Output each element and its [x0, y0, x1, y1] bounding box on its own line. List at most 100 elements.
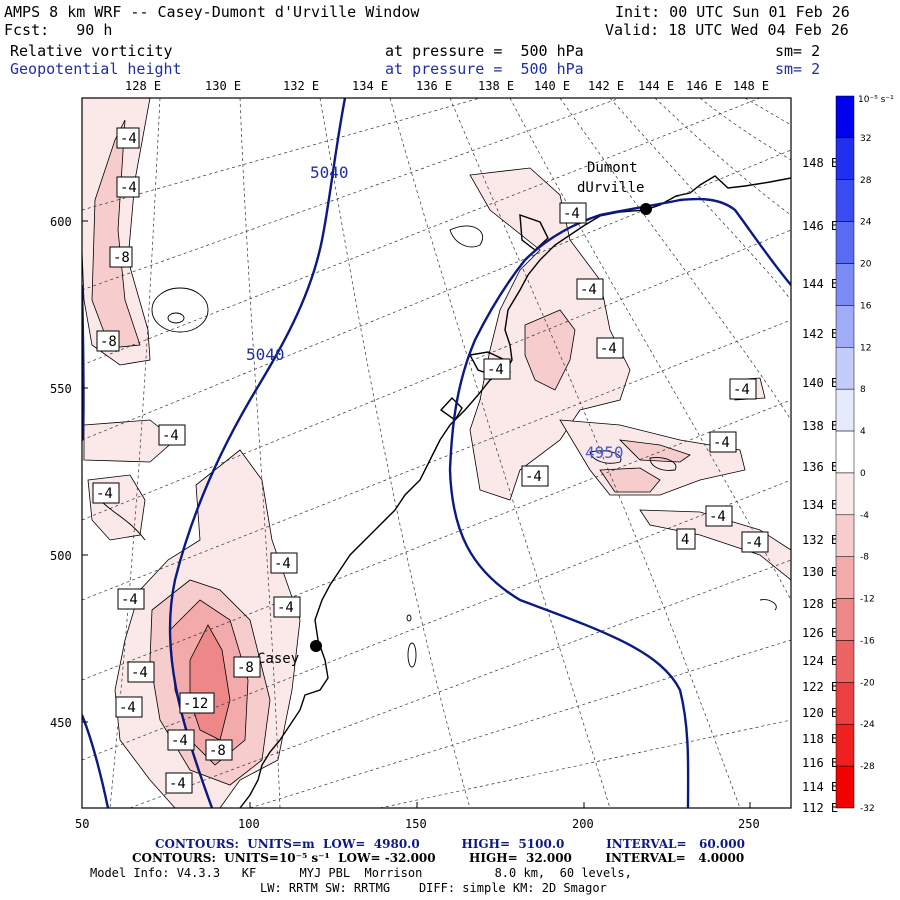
vort-label: -4 — [277, 600, 294, 616]
lon-label: 146 E — [686, 79, 722, 93]
vort-label: -4 — [745, 535, 762, 551]
lon-label: 130 E — [205, 79, 241, 93]
x-tick-label: 50 — [75, 817, 89, 831]
top-longitude-labels: 128 E 130 E 132 E 134 E 136 E 138 E 140 … — [125, 79, 769, 93]
field1-smoothing: sm= 2 — [775, 42, 821, 60]
forecast-hour: Fcst: 90 h — [4, 21, 113, 39]
colorbar-swatch — [835, 263, 855, 306]
field2-smoothing: sm= 2 — [775, 60, 821, 78]
edge-label: 136 E — [802, 460, 838, 474]
model-info: Model Info: V4.3.3 KF MYJ PBL Morrison 8… — [90, 866, 632, 880]
colorbar-swatch — [835, 640, 855, 683]
lon-label: 128 E — [125, 79, 161, 93]
colorbar-swatch — [835, 221, 855, 264]
lon-label: 148 E — [733, 79, 769, 93]
map-title: AMPS 8 km WRF -- Casey-Dumont d'Urville … — [4, 3, 420, 21]
vorticity-labels: -4 -4 -8 -8 -4 -4 -4 -8 -12 -8 -4 -4 -4 … — [92, 127, 769, 794]
colorbar-swatch — [835, 305, 855, 348]
edge-label: 122 E — [802, 680, 838, 694]
vort-label: -4 — [487, 362, 504, 378]
edge-label: 144 E — [802, 277, 838, 291]
colorbar-swatch — [835, 179, 855, 222]
vort-label: -8 — [237, 660, 254, 676]
colorbar-swatch — [835, 95, 855, 139]
dumont-durville-station — [640, 203, 652, 215]
edge-label: 114 E — [802, 780, 838, 794]
lon-label: 136 E — [416, 79, 452, 93]
x-tick-label: 200 — [572, 817, 594, 831]
edge-label: 120 E — [802, 706, 838, 720]
y-tick-label: 550 — [50, 382, 72, 396]
colorbar-swatch — [835, 388, 855, 432]
vort-label: 4 — [681, 532, 689, 548]
vorticity-colorbar: 10⁻⁵ s⁻¹ 32 28 24 20 16 12 8 4 0 -4 -8 -12 -16 -20 -24… — [835, 95, 894, 814]
field2-name: Geopotential height — [10, 60, 182, 78]
x-tick-label: 150 — [405, 817, 427, 831]
colorbar-tick-label: 16 — [860, 301, 872, 311]
x-tick-label: 250 — [738, 817, 760, 831]
colorbar-swatch — [835, 556, 855, 599]
vort-label: -4 — [96, 486, 113, 502]
y-tick-label: 450 — [50, 716, 72, 730]
height-contour-info: CONTOURS: UNITS=m LOW= 4980.0 HIGH= 5100… — [155, 837, 745, 851]
vort-label: -8 — [100, 334, 117, 350]
casey-station — [310, 640, 322, 652]
y-tick-label: 500 — [50, 549, 72, 563]
field1-name: Relative vorticity — [10, 42, 173, 60]
vort-label: -4 — [120, 180, 137, 196]
lon-label: 144 E — [638, 79, 674, 93]
vort-label: -4 — [120, 131, 137, 147]
colorbar-tick-label: -8 — [860, 553, 869, 563]
vort-label: -4 — [709, 509, 726, 525]
edge-label: 138 E — [802, 419, 838, 433]
vort-label: -4 — [131, 665, 148, 681]
station-label-casey: Casey — [257, 651, 299, 667]
station-label-dumont: Dumont — [587, 160, 638, 176]
edge-label: 146 E — [802, 219, 838, 233]
colorbar-tick-label: -20 — [860, 678, 875, 688]
colorbar-tick-label: -16 — [860, 636, 875, 646]
colorbar-tick-label: -12 — [860, 595, 875, 605]
colorbar-tick-label: 8 — [860, 385, 866, 395]
vort-label: -4 — [171, 733, 188, 749]
colorbar-tick-label: 32 — [860, 134, 871, 144]
colorbar-swatch — [835, 472, 855, 516]
colorbar-swatch — [835, 347, 855, 390]
vort-label: -4 — [121, 592, 138, 608]
vort-label: -4 — [713, 435, 730, 451]
edge-label: 142 E — [802, 327, 838, 341]
plot-frame — [81, 97, 792, 809]
height-label: 4950 — [585, 443, 624, 462]
colorbar-tick-label: -28 — [860, 762, 875, 772]
edge-label: 128 E — [802, 597, 838, 611]
edge-label: 148 E — [802, 156, 838, 170]
vort-label: -4 — [119, 700, 136, 716]
edge-label: 134 E — [802, 498, 838, 512]
edge-label: 118 E — [802, 732, 838, 746]
field1-level: at pressure = 500 hPa — [385, 42, 584, 60]
height-label: 5040 — [310, 163, 349, 182]
colorbar-swatch — [835, 430, 855, 474]
vort-label: -4 — [733, 382, 750, 398]
vort-label: -4 — [525, 469, 542, 485]
colorbar-unit-label: 10⁻⁵ s⁻¹ — [858, 95, 894, 105]
edge-label: 130 E — [802, 565, 838, 579]
x-axis: 50 100 150 200 250 — [75, 802, 760, 831]
colorbar-swatch — [835, 723, 855, 767]
vort-label: -4 — [563, 206, 580, 222]
vort-label: -4 — [162, 428, 179, 444]
colorbar-swatch — [835, 137, 855, 181]
lon-label: 142 E — [588, 79, 624, 93]
colorbar-tick-label: 24 — [860, 218, 872, 228]
edge-label: 126 E — [802, 626, 838, 640]
y-tick-label: 600 — [50, 215, 72, 229]
lon-label: 138 E — [478, 79, 514, 93]
height-label: 5040 — [246, 345, 285, 364]
lon-label: 134 E — [352, 79, 388, 93]
colorbar-swatch — [835, 682, 855, 725]
vort-label: -4 — [580, 282, 597, 298]
colorbar-swatch — [835, 514, 855, 557]
lon-label: 140 E — [534, 79, 570, 93]
vort-label: -8 — [209, 743, 226, 759]
